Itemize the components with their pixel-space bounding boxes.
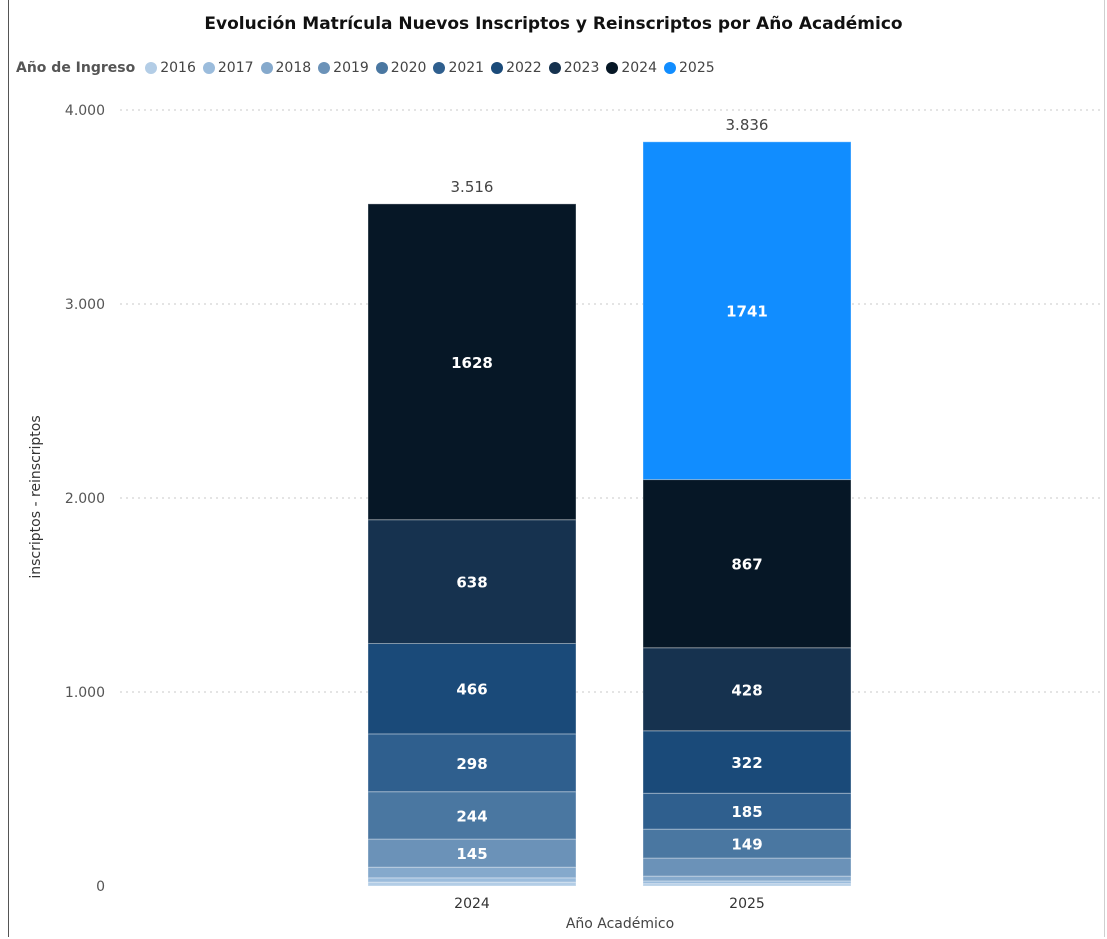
bars [367, 141, 852, 887]
data-label: 1628 [451, 354, 493, 372]
legend-label: 2018 [275, 60, 312, 76]
legend-dot [491, 62, 504, 74]
legend-label: 2017 [217, 60, 254, 76]
legend-item-2024[interactable]: 2024 [606, 60, 657, 76]
y-tick-label: 3.000 [65, 297, 105, 313]
x-tick-label: 2025 [729, 896, 765, 912]
legend-label: 2019 [333, 60, 369, 76]
data-label: 244 [456, 807, 487, 825]
data-label: 1741 [726, 303, 768, 321]
legend-dot [664, 62, 676, 74]
legend-label: 2020 [390, 60, 427, 76]
bar-segment-2024-2019[interactable] [367, 838, 577, 868]
legend-label: 2022 [506, 60, 542, 76]
x-tick-label: 2024 [454, 896, 490, 912]
bar-segment-2024-2024[interactable] [367, 203, 577, 521]
y-tick-label: 0 [96, 879, 105, 895]
legend-item-2022[interactable]: 2022 [491, 60, 542, 76]
bar-segment-2024-2021[interactable] [367, 733, 577, 793]
legend-dot [433, 62, 446, 74]
bar-segment-2024-2016[interactable] [367, 881, 577, 887]
bar-segment-2024-2023[interactable] [367, 519, 577, 645]
bar-segment-2025-2024[interactable] [642, 479, 852, 649]
bar-segment-2024-2020[interactable] [367, 791, 577, 840]
legend-item-2020[interactable]: 2020 [375, 60, 427, 76]
x-axis: 2024 2025 [454, 896, 765, 912]
legend[interactable]: Año de Ingreso 2016 2017 2018 2019 2020 2021 2… [16, 60, 722, 76]
legend-dot [318, 62, 331, 74]
data-label: 322 [731, 754, 762, 772]
data-label: 185 [731, 803, 762, 821]
legend-label: 2024 [621, 60, 657, 76]
legend-dot [202, 62, 215, 74]
bar-segment-2025-2021[interactable] [642, 792, 852, 830]
bar-segment-2024-2018[interactable] [367, 866, 577, 879]
legend-label: 2025 [679, 60, 715, 76]
total-label: 3.516 [451, 178, 494, 196]
data-labels: 145 244 298 466 638 1628 3.516 149 185 322 428 867 1… [451, 116, 769, 863]
total-label: 3.836 [726, 116, 769, 134]
legend-items[interactable]: 2016 2017 2018 2019 2020 2021 2022 2023 2024 2025 [145, 60, 721, 76]
bar-segment-2024-2022[interactable] [367, 643, 577, 735]
bar-segment-2025-2018[interactable] [642, 875, 852, 882]
y-axis: 0 1.000 2.000 3.000 4.000 [65, 103, 105, 895]
legend-item-2021[interactable]: 2021 [433, 60, 484, 76]
y-axis-label: inscriptos - reinscriptos [28, 415, 44, 578]
legend-dot [375, 62, 388, 74]
bar-segment-2025-2020[interactable] [642, 828, 852, 859]
y-tick-label: 2.000 [65, 491, 105, 507]
legend-item-2023[interactable]: 2023 [548, 60, 600, 76]
legend-item-2019[interactable]: 2019 [318, 60, 369, 76]
bar-segment-2025-2023[interactable] [642, 647, 852, 732]
legend-label: 2016 [160, 60, 196, 76]
y-tick-label: 1.000 [65, 685, 105, 701]
legend-item-2025[interactable]: 2025 [664, 60, 715, 76]
bar-segment-2025-2025[interactable] [642, 141, 852, 481]
legend-item-2018[interactable]: 2018 [260, 60, 312, 76]
data-label: 145 [456, 845, 487, 863]
data-label: 867 [731, 556, 762, 574]
legend-dot [145, 62, 158, 74]
legend-dot [606, 62, 619, 74]
gridlines [120, 109, 1100, 693]
x-axis-label: Año Académico [566, 916, 674, 932]
chart-title: Evolución Matrícula Nuevos Inscriptos y … [204, 14, 903, 34]
data-label: 466 [456, 681, 487, 699]
data-label: 298 [456, 755, 487, 773]
bar-segment-2025-2022[interactable] [642, 730, 852, 794]
legend-label: 2021 [448, 60, 485, 76]
bar-segment-2024-2017[interactable] [367, 877, 577, 883]
legend-dot [548, 62, 561, 74]
data-label: 428 [731, 681, 762, 699]
legend-item-2016[interactable]: 2016 [145, 60, 196, 76]
legend-dot [260, 62, 273, 74]
chart-frame [8, 0, 1105, 937]
data-label: 638 [456, 574, 487, 592]
legend-label: 2023 [563, 60, 600, 76]
legend-title: Año de Ingreso [16, 60, 136, 76]
y-tick-label: 4.000 [65, 103, 105, 119]
bar-segment-2025-2019[interactable] [642, 857, 852, 877]
legend-item-2017[interactable]: 2017 [202, 60, 254, 76]
data-label: 149 [731, 836, 762, 854]
